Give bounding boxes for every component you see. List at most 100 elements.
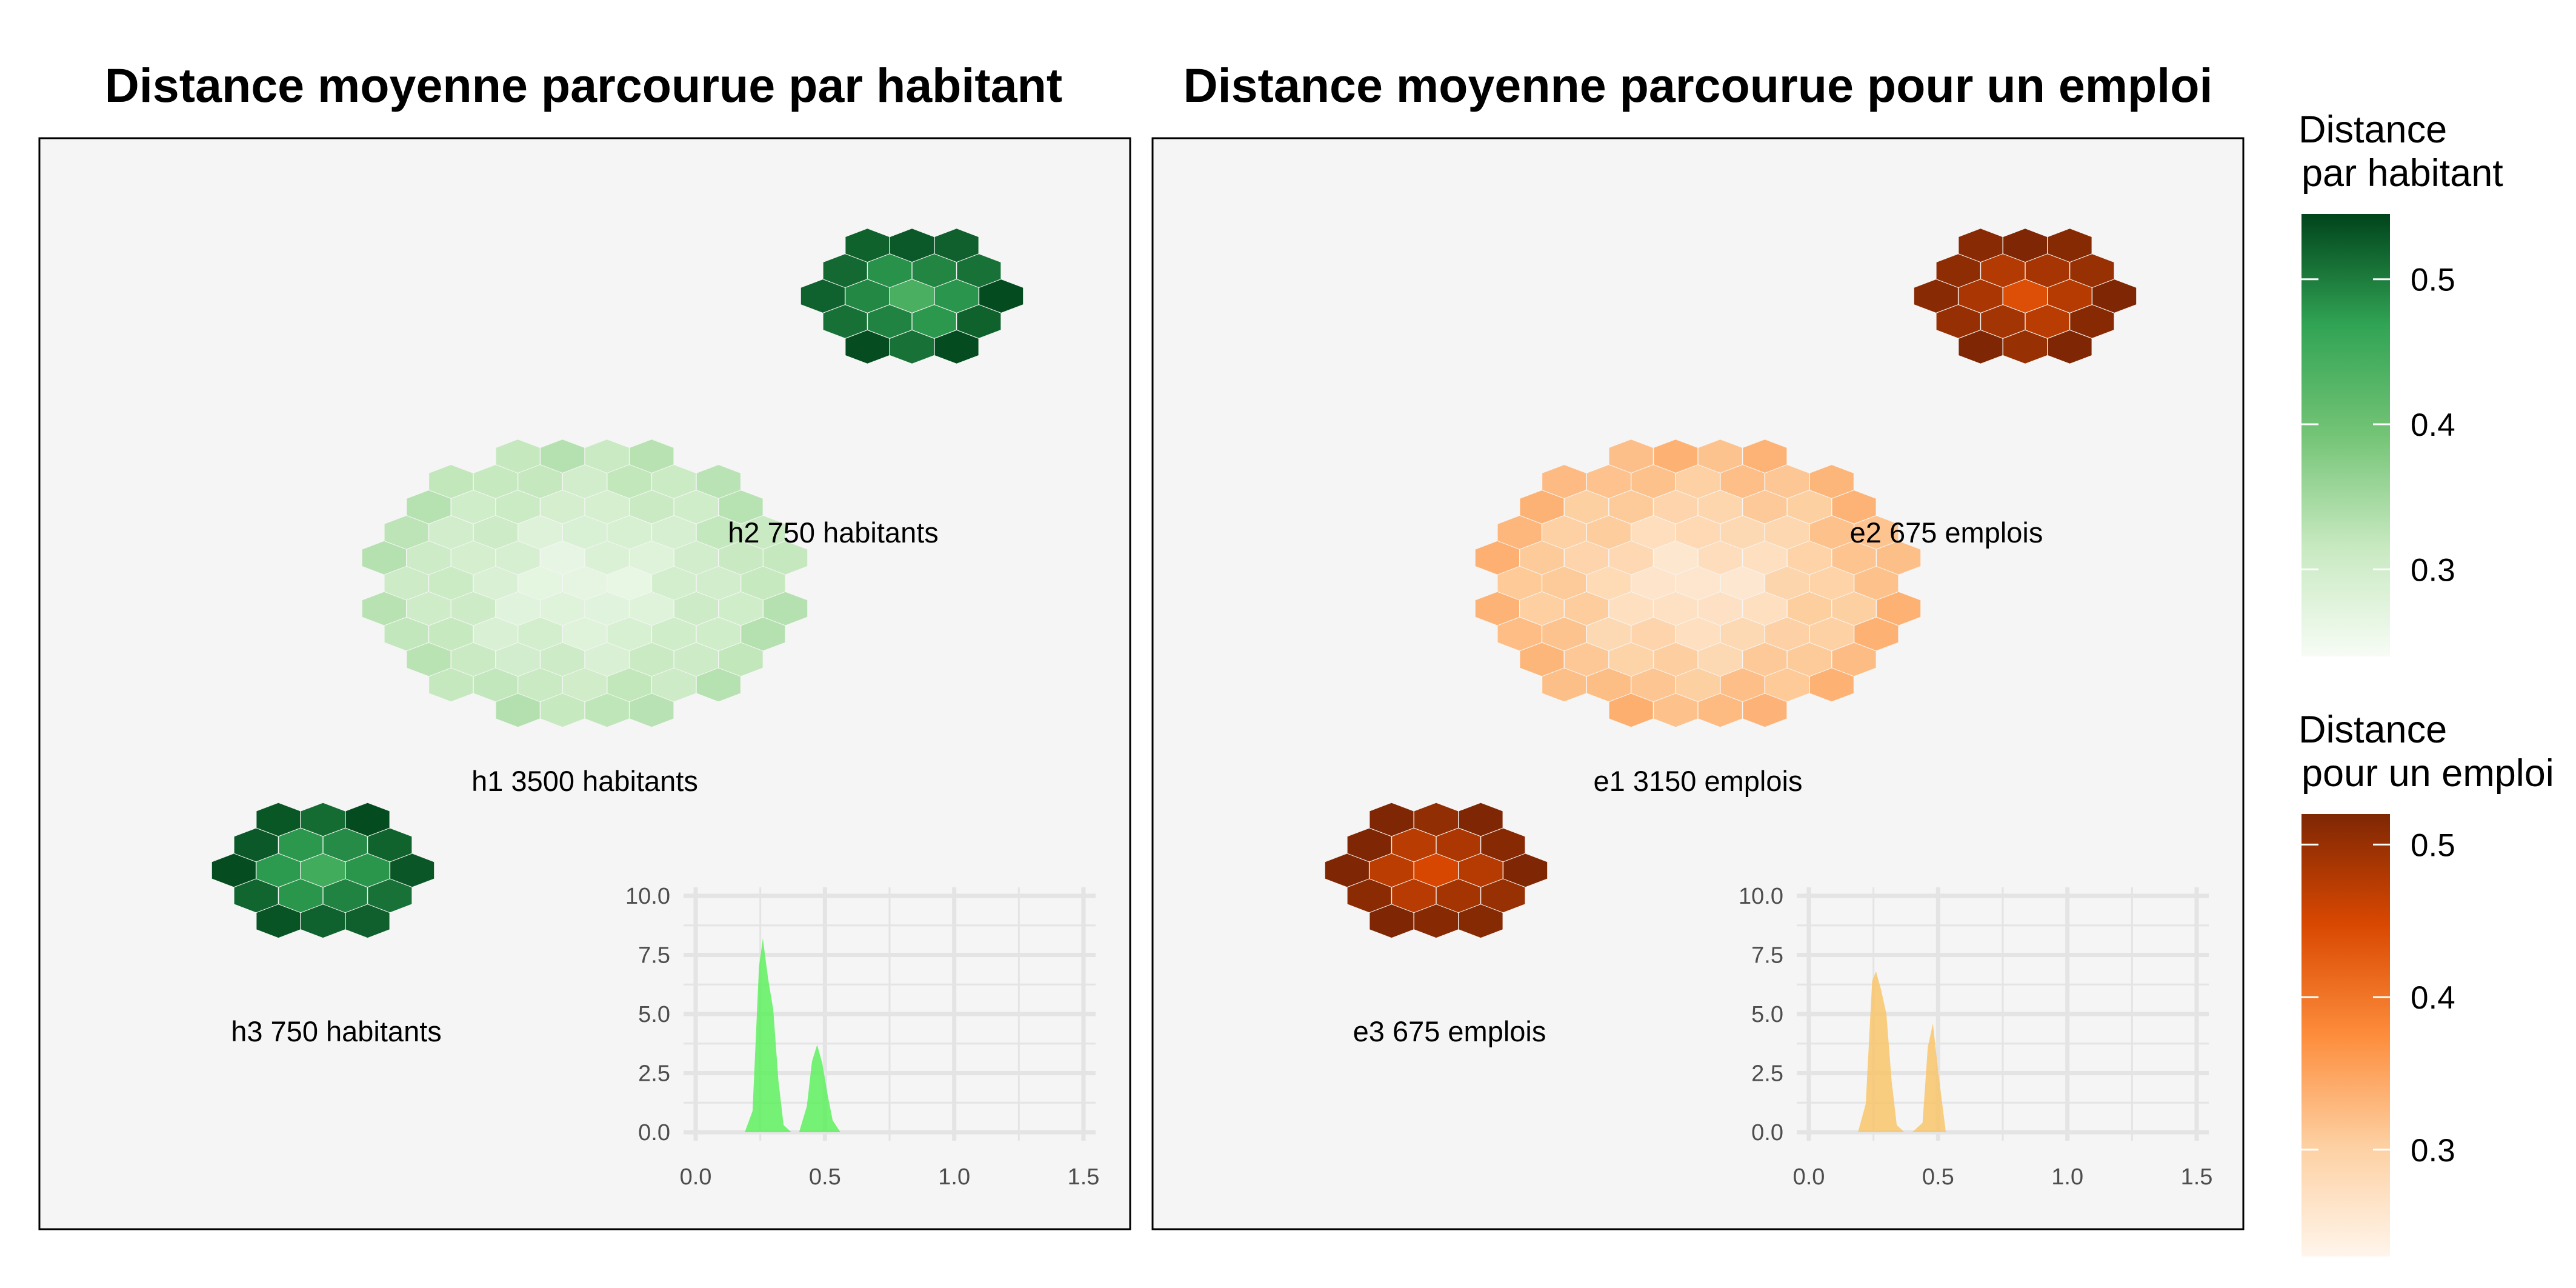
hex-cell [800, 279, 845, 313]
hex-cell [1854, 516, 1899, 549]
hex-cell [451, 642, 496, 676]
hex-cell [301, 853, 345, 887]
hex-cell [607, 668, 651, 702]
panel-habitant: h2 750 habitants h1 3500 habitants h3 75… [38, 137, 1131, 1230]
hex-cell [630, 439, 674, 473]
hex-cell [696, 617, 741, 651]
cluster-label-h1: h1 3500 habitants [471, 765, 698, 797]
cluster-labels-emploi: e2 675 emplois e1 3150 emplois e3 675 em… [1353, 516, 2043, 1047]
hex-cell [1787, 642, 1831, 676]
hex-cell [1565, 642, 1609, 676]
cluster-label-e3: e3 675 emplois [1353, 1015, 1546, 1047]
hex-cell [652, 465, 696, 498]
hex-cell [1854, 617, 1899, 651]
hex-cell [1743, 642, 1787, 676]
hex-cell [719, 541, 763, 575]
hex-cell [741, 617, 785, 651]
hex-cell [585, 490, 629, 524]
hex-cell [384, 566, 428, 600]
hex-cell [1609, 693, 1653, 727]
hex-cell [1475, 541, 1519, 575]
hex-cell [652, 668, 696, 702]
hex-cell [1370, 802, 1414, 836]
hex-cell [473, 566, 518, 600]
hex-cell [607, 465, 651, 498]
hex-cell [652, 617, 696, 651]
hex-cell [562, 465, 607, 498]
hex-cell [2048, 330, 2092, 364]
hex-cell [1809, 668, 1854, 702]
hex-cell [518, 516, 562, 549]
hex-cell [473, 668, 518, 702]
hex-cell [1698, 693, 1742, 727]
hex-cell [674, 541, 718, 575]
hex-cell [1481, 828, 1525, 862]
hex-cell [234, 828, 278, 862]
hex-cell [696, 465, 741, 498]
hex-cell [1743, 490, 1787, 524]
hex-cell [562, 617, 607, 651]
hex-cell [1631, 668, 1676, 702]
panel-emploi: e2 675 emplois e1 3150 emplois e3 675 em… [1151, 137, 2245, 1230]
hex-cell [1459, 904, 1503, 938]
hex-cell [1654, 490, 1698, 524]
hex-cell [674, 592, 718, 626]
hex-cell [957, 305, 1001, 338]
hex-cell [1832, 642, 1876, 676]
hex-cell [368, 828, 412, 862]
hex-cell [1392, 828, 1436, 862]
hex-cell [1809, 465, 1854, 498]
inset-y-tick-label: 10.0 [1739, 884, 1783, 909]
hex-cell [1698, 439, 1742, 473]
hex-cell [451, 592, 496, 626]
hex-cell [1520, 592, 1564, 626]
cluster-labels-habitant: h2 750 habitants h1 3500 habitants h3 75… [231, 516, 939, 1047]
legend-title-line1: Distance [2298, 709, 2447, 751]
hex-cell [562, 566, 607, 600]
hex-cell [1959, 229, 2003, 262]
hex-cell [2003, 330, 2048, 364]
hex-cell [1347, 879, 1391, 913]
hex-cell [1520, 642, 1564, 676]
hex-cell [845, 229, 890, 262]
hex-cell [1698, 592, 1742, 626]
hex-cell [1765, 465, 1809, 498]
hex-cell [1370, 853, 1414, 887]
hex-cell [1565, 490, 1609, 524]
colorbar-tick-label: 0.5 [2411, 827, 2455, 863]
hex-cell [1631, 516, 1676, 549]
hex-cell [407, 490, 451, 524]
hex-cell [1609, 642, 1653, 676]
hex-cell [1436, 879, 1480, 913]
inset-y-tick-label: 5.0 [1751, 1002, 1783, 1027]
hex-cell [1743, 693, 1787, 727]
hex-cell [541, 439, 585, 473]
hex-cell [1503, 853, 1548, 887]
hex-cell [1609, 592, 1653, 626]
hex-cell [1720, 617, 1765, 651]
hex-cell [279, 828, 323, 862]
hex-cell [1809, 516, 1854, 549]
hex-cell [541, 693, 585, 727]
hex-cell [518, 566, 562, 600]
hex-cell [1787, 592, 1831, 626]
hex-cell [1698, 490, 1742, 524]
hex-cell [368, 879, 412, 913]
panel-title-emploi: Distance moyenne parcourue pour un emplo… [1183, 58, 2213, 112]
hex-map-emploi [1325, 229, 2137, 938]
hex-cell [345, 904, 390, 938]
cluster-label-h2: h2 750 habitants [728, 516, 939, 549]
hex-cell [1565, 541, 1609, 575]
hex-cell [2092, 279, 2137, 313]
hex-cell [1654, 642, 1698, 676]
hex-cell [1832, 592, 1876, 626]
hex-cell [1370, 904, 1414, 938]
hex-cell [1586, 617, 1631, 651]
hex-cell [1720, 566, 1765, 600]
legend-title-line1: Distance [2298, 108, 2447, 151]
hex-cell [1542, 566, 1586, 600]
hex-cell [211, 853, 256, 887]
colorbar-tick-label: 0.4 [2411, 407, 2455, 443]
density-area [745, 938, 840, 1132]
hex-cell [301, 802, 345, 836]
